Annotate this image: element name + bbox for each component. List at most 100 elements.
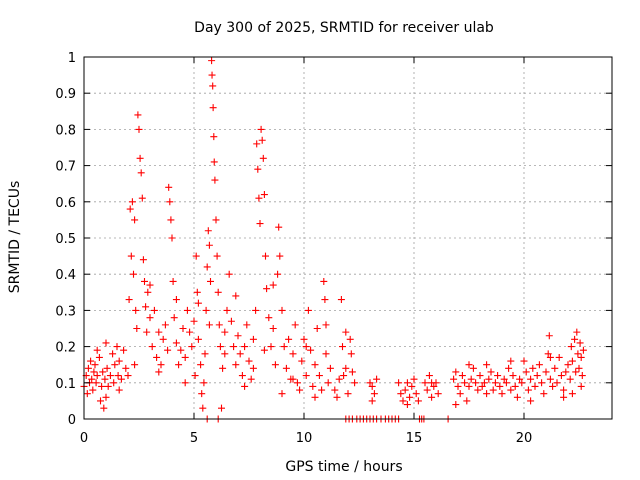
data-point [109, 350, 117, 358]
data-point [527, 397, 535, 405]
data-point [192, 252, 200, 260]
data-point [255, 194, 263, 202]
data-point [132, 306, 140, 314]
data-point [133, 325, 141, 332]
data-point [120, 346, 128, 354]
data-point [271, 361, 279, 369]
y-tick-label: 0 [68, 413, 76, 428]
data-point [117, 375, 125, 383]
data-point [216, 343, 224, 351]
data-point [215, 321, 223, 329]
data-point [579, 346, 587, 354]
data-point [461, 379, 469, 387]
data-point [219, 364, 227, 372]
data-point [225, 270, 233, 278]
data-point [191, 372, 199, 380]
data-point [101, 375, 109, 383]
data-point [568, 357, 576, 365]
data-point [90, 368, 98, 376]
data-point [212, 216, 220, 224]
data-point [207, 277, 214, 285]
data-point [265, 314, 273, 322]
data-point [91, 361, 99, 369]
data-point [476, 372, 484, 380]
data-point [331, 386, 339, 394]
y-tick-label: 0.6 [55, 196, 76, 211]
data-point [260, 346, 268, 354]
data-point [518, 379, 526, 387]
data-point [304, 306, 312, 314]
y-tick-label: 0.7 [55, 160, 76, 175]
data-point [505, 364, 513, 372]
y-tick-label: 0.1 [55, 377, 76, 392]
data-point [193, 288, 201, 296]
data-point [513, 393, 521, 401]
data-point [210, 158, 218, 166]
data-point [208, 71, 216, 79]
data-point [366, 379, 374, 387]
data-point [278, 390, 286, 398]
data-point [568, 390, 576, 398]
data-point [115, 386, 123, 394]
data-point [256, 220, 264, 228]
data-point [472, 379, 480, 387]
data-point [258, 136, 266, 144]
x-tick-label: 20 [516, 431, 533, 446]
y-axis-label: SRMTID / TECUs [7, 181, 23, 294]
data-point [113, 343, 121, 351]
data-point [172, 296, 180, 304]
data-point [549, 382, 557, 390]
x-tick-label: 5 [190, 431, 198, 446]
data-point [167, 216, 175, 224]
data-point [276, 252, 284, 260]
data-point [423, 386, 431, 394]
data-point [347, 350, 355, 358]
data-point [97, 397, 104, 405]
data-point [137, 169, 145, 177]
data-point [257, 125, 265, 133]
data-point [282, 364, 290, 372]
data-point [274, 270, 282, 278]
data-point [186, 328, 194, 336]
data-point [104, 382, 112, 390]
data-point [421, 379, 429, 387]
data-point [241, 382, 249, 390]
data-point [465, 382, 473, 390]
data-point [478, 382, 486, 390]
data-point [302, 372, 310, 380]
data-point [209, 104, 217, 112]
data-point [298, 357, 306, 365]
axis-ticks: 00.10.20.30.40.50.60.70.80.910 5 10 15 20 [55, 51, 612, 446]
data-point [208, 57, 216, 65]
data-point [491, 379, 499, 387]
data-point [452, 368, 460, 376]
data-point [245, 357, 253, 365]
data-point [93, 372, 101, 380]
data-point [302, 343, 310, 351]
data-point [93, 346, 101, 354]
y-tick-label: 0.5 [55, 232, 76, 247]
data-point [399, 397, 407, 405]
data-point [83, 390, 91, 398]
data-point [278, 306, 286, 314]
data-point [166, 198, 174, 206]
data-point [263, 285, 271, 293]
data-point [202, 306, 210, 314]
data-point [309, 382, 317, 390]
data-point [197, 361, 205, 369]
data-point [509, 372, 517, 380]
data-point [401, 386, 409, 394]
data-point [179, 325, 187, 332]
data-point [291, 321, 299, 329]
data-point [221, 350, 229, 358]
data-point [136, 154, 144, 162]
data-point [227, 317, 235, 325]
data-point [410, 375, 418, 383]
data-point [322, 321, 330, 329]
data-point [150, 306, 158, 314]
data-point [114, 372, 122, 380]
data-point [553, 379, 561, 387]
data-point [181, 353, 189, 361]
data-point [562, 368, 570, 376]
data-point [164, 346, 172, 354]
